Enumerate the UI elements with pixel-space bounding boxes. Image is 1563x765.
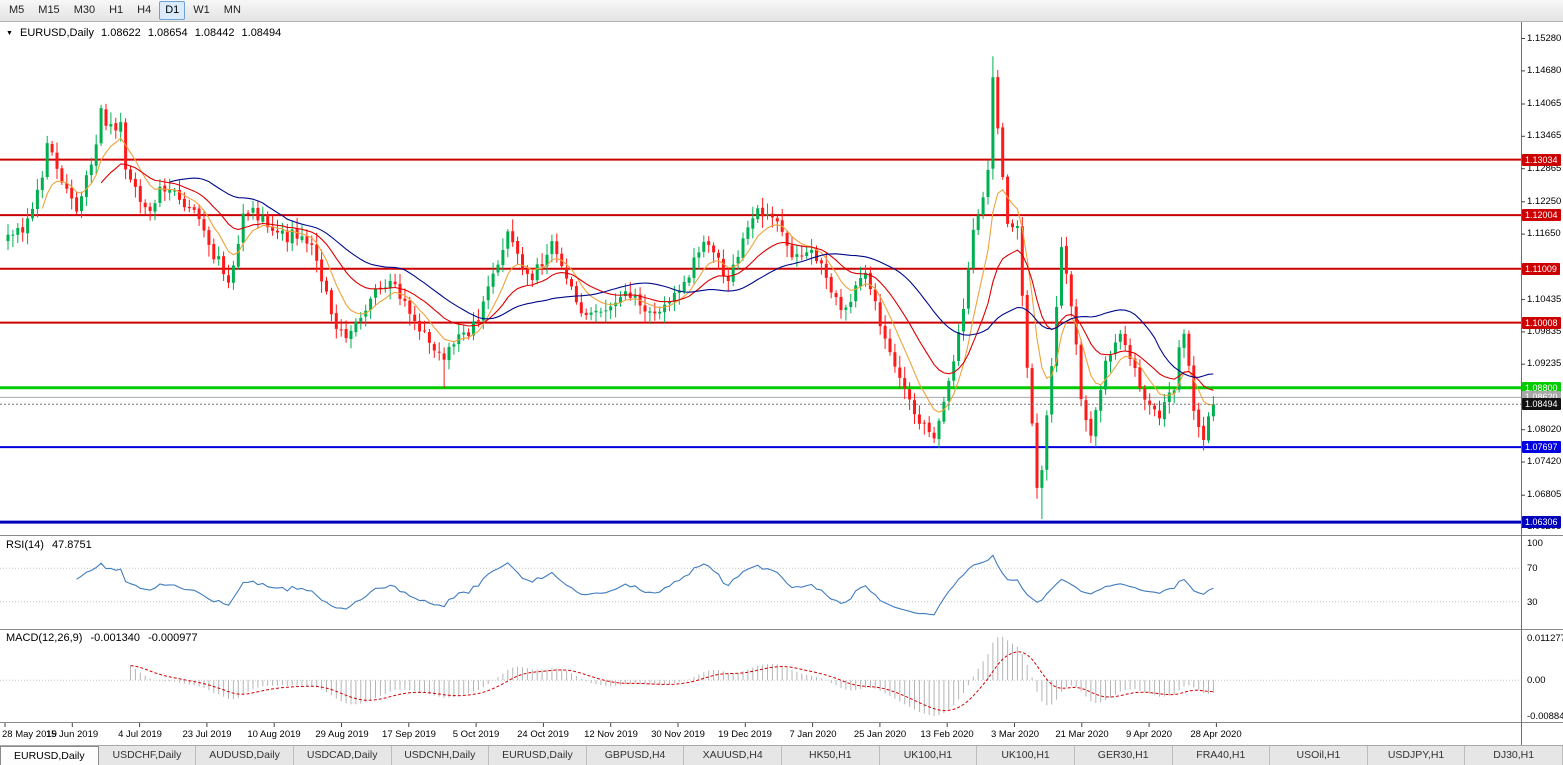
timeframe-button-W1[interactable]: W1 <box>193 4 210 16</box>
chart-tab-usdcad-daily[interactable]: USDCAD,Daily <box>294 746 392 765</box>
rsi-indicator-title: RSI(14) 47.8751 <box>6 539 97 551</box>
chart-canvas[interactable] <box>0 0 1563 745</box>
chart-tab-xauusd-h4[interactable]: XAUUSD,H4 <box>684 746 782 765</box>
timeframe-button-D1[interactable]: D1 <box>159 1 186 20</box>
chart-tab-ger30-h1[interactable]: GER30,H1 <box>1075 746 1173 765</box>
rsi-name: RSI(14) <box>6 539 44 551</box>
timeframe-button-H4[interactable]: H4 <box>137 4 152 16</box>
chart-tab-audusd-daily[interactable]: AUDUSD,Daily <box>196 746 294 765</box>
chart-tab-fra40-h1[interactable]: FRA40,H1 <box>1173 746 1271 765</box>
chart-tab-uk100-h1[interactable]: UK100,H1 <box>880 746 978 765</box>
timeframe-button-M5[interactable]: M5 <box>9 4 25 16</box>
chart-tab-usoil-h1[interactable]: USOil,H1 <box>1270 746 1368 765</box>
timeframe-toolbar: M5 M15 M30 H1 H4 D1 W1 MN <box>0 0 1563 22</box>
chart-tab-usdcnh-daily[interactable]: USDCNH,Daily <box>392 746 490 765</box>
macd-signal-value: -0.000977 <box>148 632 198 644</box>
chart-tab-usdjpy-h1[interactable]: USDJPY,H1 <box>1368 746 1466 765</box>
symbol-dropdown-icon: ▼ <box>6 30 13 37</box>
macd-main-value: -0.001340 <box>90 632 141 644</box>
chart-symbol: EURUSD,Daily <box>20 27 94 39</box>
timeframe-button-H1[interactable]: H1 <box>109 4 124 16</box>
chart-tab-uk100-h1[interactable]: UK100,H1 <box>977 746 1075 765</box>
chart-tabs-bar: EURUSD,Daily USDCHF,Daily AUDUSD,Daily USDC… <box>0 745 1563 765</box>
ohlc-close: 1.08494 <box>241 27 282 39</box>
rsi-value: 47.8751 <box>51 539 92 551</box>
macd-indicator-title: MACD(12,26,9) -0.001340 -0.000977 <box>6 632 203 644</box>
ohlc-low: 1.08442 <box>194 27 235 39</box>
timeframe-button-M30[interactable]: M30 <box>73 4 96 16</box>
chart-tab-eurusd-daily[interactable]: EURUSD,Daily <box>489 746 587 765</box>
chart-tab-usdchf-daily[interactable]: USDCHF,Daily <box>99 746 197 765</box>
chart-tab-gbpusd-h4[interactable]: GBPUSD,H4 <box>587 746 685 765</box>
chart-tab-hk50-h1[interactable]: HK50,H1 <box>782 746 880 765</box>
timeframe-button-M15[interactable]: M15 <box>38 4 60 16</box>
timeframe-button-MN[interactable]: MN <box>223 4 241 16</box>
ohlc-high: 1.08654 <box>147 27 188 39</box>
chart-tab-eurusd-daily[interactable]: EURUSD,Daily <box>0 746 99 765</box>
ohlc-open: 1.08622 <box>101 27 141 39</box>
chart-title: ▼ EURUSD,Daily 1.08622 1.08654 1.08442 1… <box>6 27 285 39</box>
macd-name: MACD(12,26,9) <box>6 632 83 644</box>
chart-tab-dj30-h1[interactable]: DJ30,H1 <box>1465 746 1563 765</box>
